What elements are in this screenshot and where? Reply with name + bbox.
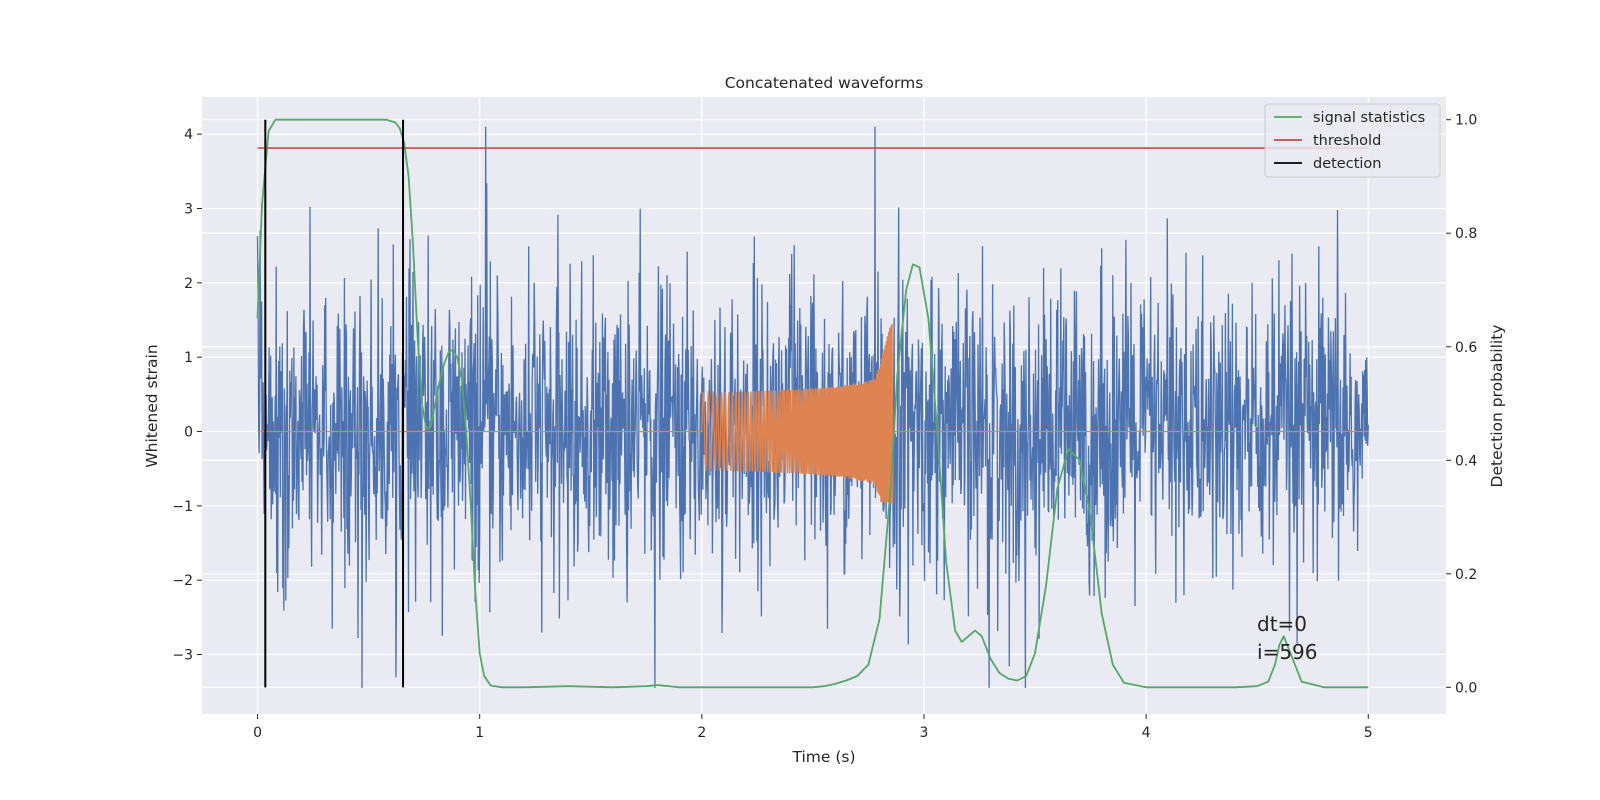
signal-statistics-line (256, 118, 1369, 689)
chart-title: Concatenated waveforms (725, 74, 924, 92)
legend-label-detection: detection (1313, 156, 1381, 172)
x-tick-label-3: 3 (920, 725, 929, 741)
y-tick-label-right-4: 0.8 (1455, 226, 1477, 242)
y-tick-label-left-5: 2 (184, 276, 193, 292)
x-axis-label: Time (s) (791, 748, 855, 766)
y-tick-label-right-0: 0.0 (1455, 680, 1477, 696)
y-tick-label-left-1: −2 (172, 573, 193, 589)
injection-line (257, 323, 1369, 503)
tick-labels: 0 1 2 3 4 5 −3 −2 −1 0 1 2 3 4 0.0 0.2 0.4 0.6 0.8 1.0 (172, 113, 1477, 741)
x-tick-label-1: 1 (475, 725, 484, 741)
y-axis-label-right: Detection probability (1488, 325, 1506, 488)
y-tick-label-left-4: 1 (184, 350, 193, 366)
annotation-i: i=596 (1257, 640, 1318, 664)
x-tick-label-4: 4 (1142, 725, 1151, 741)
y-tick-label-left-7: 4 (184, 127, 193, 143)
y-tick-label-left-3: 0 (184, 425, 193, 441)
x-tick-label-2: 2 (697, 725, 706, 741)
y-tick-label-right-5: 1.0 (1455, 113, 1477, 129)
injection-series-orange (257, 323, 1369, 503)
y-tick-label-left-0: −3 (172, 648, 193, 664)
legend-box (1264, 103, 1441, 178)
y-tick-label-left-2: −1 (172, 499, 193, 515)
y-tick-label-right-3: 0.6 (1455, 340, 1477, 356)
y-tick-label-right-1: 0.2 (1455, 567, 1477, 583)
x-tick-label-5: 5 (1364, 725, 1373, 741)
y-tick-label-right-2: 0.4 (1455, 453, 1477, 469)
y-tick-label-left-6: 3 (184, 202, 193, 218)
x-tick-label-0: 0 (253, 725, 262, 741)
y-axis-label-left: Whitened strain (143, 344, 161, 467)
annotation-dt: dt=0 (1257, 612, 1307, 636)
legend-label-threshold: threshold (1313, 133, 1381, 149)
statistics-overlays (256, 118, 1369, 689)
legend-label-signal-statistics: signal statistics (1313, 110, 1425, 126)
legend: signal statistics threshold detection (1264, 103, 1441, 178)
